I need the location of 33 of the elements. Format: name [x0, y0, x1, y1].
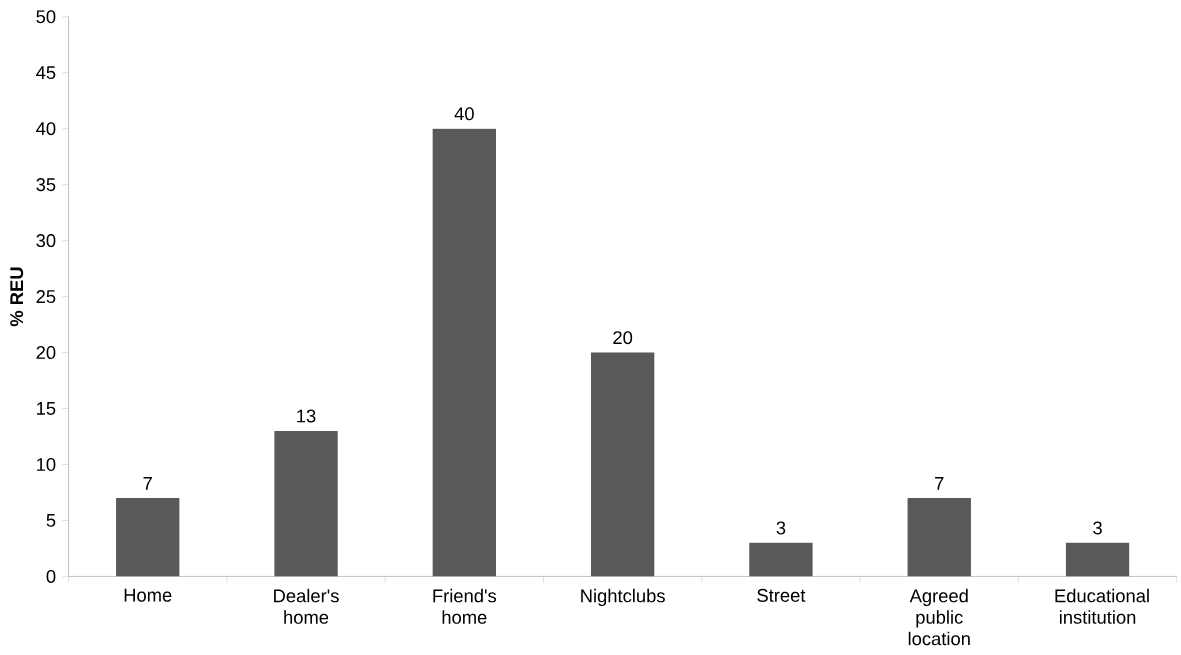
- y-tick-label: 10: [37, 457, 56, 471]
- bar: [116, 497, 180, 577]
- data-label: 7: [143, 476, 152, 490]
- y-tick-label: 25: [36, 289, 56, 303]
- x-tick-label: Friend's home: [433, 588, 497, 624]
- data-label: 20: [613, 330, 633, 344]
- bar: [1065, 542, 1130, 577]
- data-label: 3: [1093, 521, 1102, 535]
- bar: [907, 497, 971, 577]
- y-tick-label: 30: [36, 233, 56, 247]
- y-tick-label: 0: [46, 569, 56, 583]
- bar: [749, 542, 813, 577]
- bar: [274, 430, 338, 577]
- x-tick-label: Street: [757, 588, 806, 602]
- bar: [590, 352, 655, 577]
- y-tick-label: 40: [36, 121, 56, 135]
- data-label: 3: [776, 521, 786, 535]
- y-tick-label: 5: [46, 513, 56, 527]
- x-tick-label: Agreed public location: [908, 588, 970, 646]
- x-tick-label: Educational institution: [1055, 588, 1149, 624]
- x-tick-label: Home: [124, 588, 172, 602]
- y-tick-label: 45: [36, 66, 56, 79]
- x-tick-label: Dealer's home: [274, 588, 339, 624]
- y-tick-label: 50: [36, 9, 56, 23]
- data-label: 7: [935, 476, 944, 490]
- x-tick-label: Nightclubs: [581, 588, 665, 606]
- y-tick-label: 15: [37, 401, 56, 415]
- bar: [432, 128, 496, 577]
- y-tick-label: 35: [36, 177, 56, 191]
- y-axis-title: % REU: [10, 267, 24, 326]
- data-label: 13: [297, 409, 316, 423]
- data-label: 40: [454, 107, 474, 121]
- y-tick-label: 20: [36, 345, 56, 359]
